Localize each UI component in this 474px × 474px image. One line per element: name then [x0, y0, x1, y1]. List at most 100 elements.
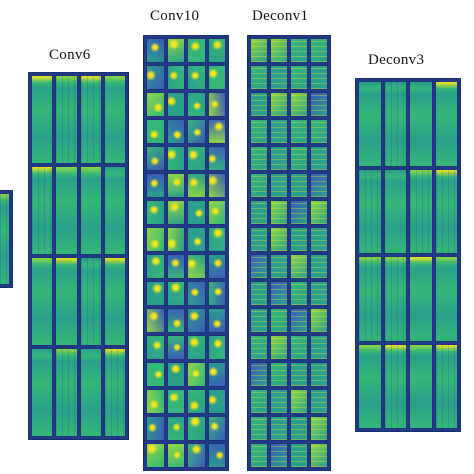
feature-map-tile [310, 200, 328, 225]
feature-map-tile [31, 348, 54, 437]
feature-map-tile [207, 92, 226, 117]
feature-map-tile [270, 146, 288, 171]
feature-map-tile [250, 416, 268, 441]
feature-map-tile [310, 227, 328, 252]
feature-map-tile [187, 38, 206, 63]
feature-map-tile [310, 38, 328, 63]
feature-map-panel-partial [0, 190, 13, 288]
feature-map-tile [270, 119, 288, 144]
feature-map-tile [250, 443, 268, 468]
feature-map-tile [207, 416, 226, 441]
feature-map-tile [270, 254, 288, 279]
feature-map-tile [290, 65, 308, 90]
feature-map-tile [250, 227, 268, 252]
feature-map-tile [207, 38, 226, 63]
feature-map-tile [55, 75, 78, 164]
feature-map-tile [310, 281, 328, 306]
feature-map-tile [146, 389, 165, 414]
feature-map-tile [409, 168, 433, 254]
label-conv10: Conv10 [150, 8, 200, 24]
feature-map-tile [250, 281, 268, 306]
feature-map-tile [250, 308, 268, 333]
feature-map-tile [187, 119, 206, 144]
feature-map-tile [146, 65, 165, 90]
feature-map-tile [166, 362, 185, 387]
feature-map-tile [250, 173, 268, 198]
feature-map-tile [409, 343, 433, 429]
feature-map-tile [310, 443, 328, 468]
label-deconv3: Deconv3 [368, 52, 425, 68]
feature-map-tile [290, 281, 308, 306]
feature-map-tile [207, 281, 226, 306]
feature-map-tile [31, 166, 54, 255]
feature-map-tile [270, 65, 288, 90]
feature-map-tile [290, 443, 308, 468]
feature-map-tile [187, 227, 206, 252]
feature-map-tile [310, 254, 328, 279]
feature-map-tile [166, 38, 185, 63]
feature-map-panel-conv10 [143, 35, 229, 471]
feature-map-tile [290, 173, 308, 198]
feature-map-tile [146, 227, 165, 252]
feature-map-tile [187, 362, 206, 387]
feature-map-tile [290, 389, 308, 414]
feature-map-panel-deconv3 [355, 78, 461, 432]
feature-map-tile [290, 308, 308, 333]
feature-map-tile [207, 146, 226, 171]
feature-map-tile [207, 173, 226, 198]
feature-map-tile [250, 65, 268, 90]
feature-map-tile [187, 92, 206, 117]
feature-map-tile [250, 335, 268, 360]
feature-map-tile [358, 343, 382, 429]
feature-map-tile [166, 200, 185, 225]
feature-map-tile [166, 308, 185, 333]
feature-map-panel-deconv1 [247, 35, 331, 471]
feature-map-tile [207, 308, 226, 333]
feature-map-tile [250, 254, 268, 279]
feature-map-tile [383, 168, 407, 254]
feature-map-tile [270, 173, 288, 198]
feature-map-tile [290, 362, 308, 387]
feature-map-tile [187, 146, 206, 171]
feature-map-tile [250, 362, 268, 387]
feature-map-tile [270, 92, 288, 117]
feature-map-tile [270, 227, 288, 252]
feature-map-tile [358, 81, 382, 167]
feature-map-tile [187, 173, 206, 198]
feature-map-tile [250, 200, 268, 225]
feature-map-tile [207, 254, 226, 279]
feature-map-tile [270, 389, 288, 414]
feature-map-tile [270, 281, 288, 306]
feature-map-tile [31, 75, 54, 164]
feature-map-tile [409, 256, 433, 342]
feature-map-tile [103, 166, 126, 255]
feature-map-tile [55, 257, 78, 346]
feature-map-tile [79, 75, 102, 164]
feature-map-tile [290, 254, 308, 279]
feature-map-tile [434, 81, 458, 167]
feature-map-tile [434, 168, 458, 254]
feature-map-tile [146, 119, 165, 144]
feature-map-tile [146, 443, 165, 468]
feature-map-tile [270, 362, 288, 387]
feature-map-tile [187, 443, 206, 468]
feature-map-tile [146, 335, 165, 360]
feature-map-tile [310, 416, 328, 441]
feature-map-tile [434, 256, 458, 342]
feature-map-tile [31, 257, 54, 346]
feature-map-tile [207, 362, 226, 387]
feature-map-tile [310, 146, 328, 171]
feature-map-tile [250, 146, 268, 171]
feature-map-tile [166, 65, 185, 90]
feature-map-tile [270, 416, 288, 441]
feature-map-tile [310, 335, 328, 360]
feature-map-tile [166, 416, 185, 441]
feature-map-tile [290, 38, 308, 63]
feature-map-tile [187, 335, 206, 360]
feature-map-tile [79, 166, 102, 255]
feature-map-tile [79, 348, 102, 437]
feature-map-tile [166, 173, 185, 198]
feature-map-tile [187, 281, 206, 306]
feature-map-tile [55, 348, 78, 437]
feature-map-tile [290, 146, 308, 171]
